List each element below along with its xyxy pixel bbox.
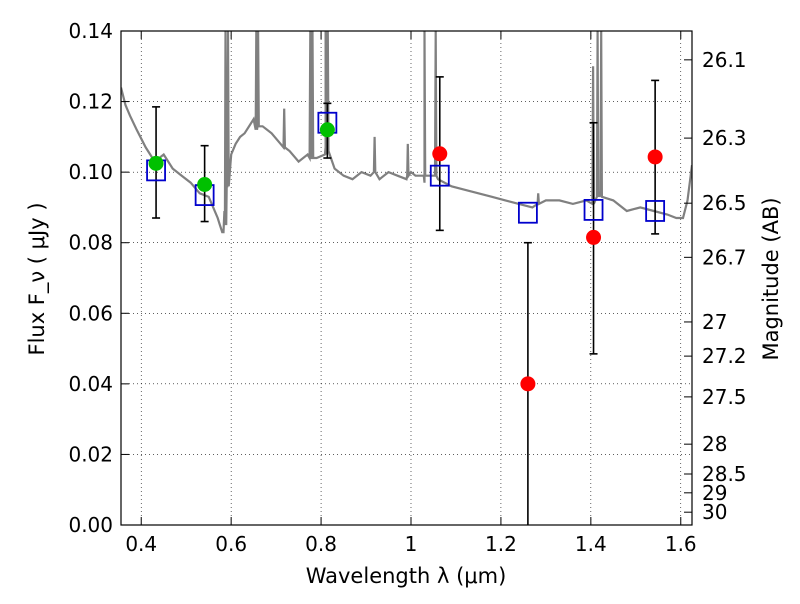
right-tick-label: 28.5 bbox=[702, 462, 747, 486]
model-square bbox=[517, 201, 538, 224]
red-point bbox=[647, 149, 663, 165]
y-tick-label: 0.06 bbox=[68, 301, 113, 325]
y-tick-label: 0.08 bbox=[68, 231, 113, 255]
right-axis-label: Magnitude (AB) bbox=[759, 197, 783, 360]
sed-layer bbox=[121, 31, 692, 234]
y-tick-label: 0.10 bbox=[68, 160, 113, 184]
red-point bbox=[520, 376, 536, 392]
green-point bbox=[148, 155, 164, 171]
y-tick-label: 0.00 bbox=[68, 513, 113, 537]
right-tick-label: 27 bbox=[702, 310, 727, 334]
red-point bbox=[586, 229, 602, 245]
x-tick-label: 1.2 bbox=[485, 532, 517, 556]
x-tick-label: 1.6 bbox=[665, 532, 697, 556]
y-tick-label: 0.12 bbox=[68, 90, 113, 114]
y-tick-label: 0.04 bbox=[68, 372, 113, 396]
right-tick-label: 27.5 bbox=[702, 385, 747, 409]
right-tick-label: 26.7 bbox=[702, 245, 747, 269]
tick-layer: 0.4 0.6 0.8 1 1.2 1.4 1.6 0.00 0.02 0.04 0.06 0.08 0… bbox=[68, 19, 746, 556]
model-square bbox=[583, 198, 604, 221]
x-tick-label: 0.8 bbox=[305, 532, 337, 556]
x-tick-label: 0.4 bbox=[125, 532, 157, 556]
right-tick-label: 29 bbox=[702, 481, 727, 505]
x-axis-label: Wavelength λ (μm) bbox=[306, 564, 507, 588]
model-square bbox=[429, 164, 450, 187]
right-tick-label: 26.1 bbox=[702, 48, 747, 72]
green-point bbox=[319, 122, 335, 138]
plot-frame bbox=[120, 30, 693, 526]
right-tick-label: 28 bbox=[702, 432, 727, 456]
y-tick-label: 0.02 bbox=[68, 442, 113, 466]
sed-line bbox=[121, 31, 692, 234]
right-tick-label: 26.5 bbox=[702, 191, 747, 215]
marker-layer bbox=[146, 111, 666, 392]
model-square bbox=[645, 200, 666, 222]
red-point bbox=[432, 146, 448, 162]
right-tick-label: 30 bbox=[702, 500, 727, 524]
right-tick-label: 27.2 bbox=[702, 344, 747, 368]
y-axis-label: Flux F_ν ( μJy ) bbox=[25, 202, 50, 355]
x-tick-label: 0.6 bbox=[215, 532, 247, 556]
right-tick-label: 26.3 bbox=[702, 126, 747, 150]
x-tick-label: 1.4 bbox=[575, 532, 607, 556]
y-tick-label: 0.14 bbox=[68, 19, 113, 43]
x-tick-label: 1 bbox=[405, 532, 418, 556]
green-point bbox=[197, 176, 213, 192]
